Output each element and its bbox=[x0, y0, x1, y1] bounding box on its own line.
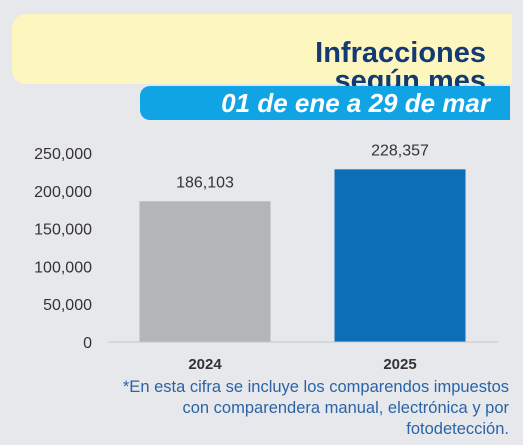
chart-title-line1: Infracciones bbox=[315, 37, 486, 69]
data-label-2024: 186,103 bbox=[176, 174, 234, 191]
y-tick-label: 50,000 bbox=[43, 297, 92, 314]
data-label-2025: 228,357 bbox=[371, 142, 429, 159]
y-tick-label: 250,000 bbox=[34, 146, 92, 163]
x-tick-label-2024: 2024 bbox=[188, 356, 222, 373]
y-tick-label: 100,000 bbox=[34, 259, 92, 276]
footnote-line2: con comparendera manual, electrónica y p… bbox=[182, 399, 509, 417]
x-tick-label-2025: 2025 bbox=[383, 356, 416, 373]
bar-2024 bbox=[139, 201, 271, 342]
y-tick-label: 200,000 bbox=[34, 184, 92, 201]
y-tick-label: 150,000 bbox=[34, 222, 92, 239]
y-tick-label: 0 bbox=[83, 335, 92, 352]
date-range-banner: 01 de ene a 29 de mar bbox=[140, 86, 510, 120]
bar-2025 bbox=[334, 169, 466, 342]
date-range-text: 01 de ene a 29 de mar bbox=[221, 88, 490, 118]
title-panel: Infracciones según mes bbox=[12, 14, 512, 96]
footnote-line1: *En esta cifra se incluye los comparendo… bbox=[122, 378, 509, 396]
footnote-line3: fotodetección. bbox=[406, 420, 509, 438]
footnote: *En esta cifra se incluye los comparendo… bbox=[9, 377, 509, 440]
